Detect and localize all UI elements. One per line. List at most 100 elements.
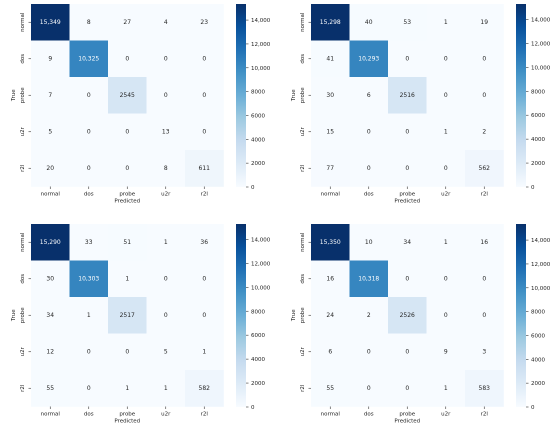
heatmap-cell-r0-c0 xyxy=(311,224,350,261)
y-tick-label-normal: normal xyxy=(20,232,26,252)
heatmap-cell-r3-c3 xyxy=(426,113,466,151)
y-tick-label-dos: dos xyxy=(20,54,26,64)
heatmap-cell-r1-c0 xyxy=(311,260,350,298)
heatmap-cell-r2-c2 xyxy=(108,77,147,114)
cell-label-r4-c2: 0 xyxy=(405,165,409,172)
heatmap-cell-r0-c3 xyxy=(426,224,466,261)
heatmap-cell-r2-c4 xyxy=(185,77,224,114)
cell-label-r4-c3: 0 xyxy=(444,165,448,172)
cell-label-r0-c2: 34 xyxy=(403,239,411,246)
heatmap-cell-r1-c0 xyxy=(31,260,70,298)
cell-label-r0-c0: 15,298 xyxy=(320,19,341,26)
y-axis-title: True xyxy=(11,309,17,322)
cell-label-r4-c2: 0 xyxy=(405,385,409,392)
heatmap-cell-r2-c0 xyxy=(31,297,70,334)
colorbar-tick-label: 4000 xyxy=(531,357,545,363)
heatmap-cell-r3-c1 xyxy=(349,113,389,151)
cell-label-r3-c2: 0 xyxy=(405,128,409,135)
cell-label-r4-c0: 77 xyxy=(326,165,334,172)
heatmap-cell-r4-c4 xyxy=(185,150,224,187)
heatmap-cell-r1-c4 xyxy=(465,40,504,78)
heatmap-cell-r2-c1 xyxy=(69,297,109,334)
cell-label-r3-c0: 6 xyxy=(328,348,332,355)
heatmap-cell-r0-c3 xyxy=(146,4,186,41)
cell-label-r4-c3: 1 xyxy=(444,385,448,392)
colorbar-tick-label: 10,000 xyxy=(251,285,271,291)
colorbar-tick-label: 14,000 xyxy=(251,18,271,24)
heatmap-cell-r3-c0 xyxy=(311,113,350,151)
heatmap-cell-r4-c3 xyxy=(146,370,186,407)
heatmap-cell-r0-c2 xyxy=(388,224,427,261)
x-tick-label-probe: probe xyxy=(119,192,135,198)
cell-label-r3-c2: 0 xyxy=(405,348,409,355)
heatmap-cell-r4-c3 xyxy=(146,150,186,187)
cell-label-r0-c1: 8 xyxy=(87,19,91,26)
heatmap-cell-r2-c1 xyxy=(349,297,389,334)
heatmap-cell-r4-c0 xyxy=(311,370,350,407)
y-tick-label-r2l: r2l xyxy=(300,384,306,392)
cell-label-r0-c0: 15,290 xyxy=(40,239,61,246)
cell-label-r0-c1: 40 xyxy=(365,19,373,26)
heatmap-cell-r4-c1 xyxy=(349,150,389,187)
y-tick-label-dos: dos xyxy=(300,274,306,284)
y-tick-label-u2r: u2r xyxy=(300,126,306,136)
y-tick-label-dos: dos xyxy=(300,54,306,64)
cell-label-r1-c1: 10,293 xyxy=(358,55,379,62)
cell-label-r2-c0: 30 xyxy=(326,92,334,99)
x-tick-label-probe: probe xyxy=(119,412,135,418)
cell-label-r2-c3: 0 xyxy=(444,92,448,99)
heatmap-cell-r2-c3 xyxy=(426,297,466,334)
x-axis-title: Predicted xyxy=(114,199,140,205)
cell-label-r3-c2: 0 xyxy=(125,128,129,135)
cell-label-r3-c0: 5 xyxy=(48,128,52,135)
x-tick-label-dos: dos xyxy=(364,192,374,198)
heatmap-cell-r1-c1 xyxy=(69,40,109,78)
y-tick-label-normal: normal xyxy=(300,232,306,252)
cell-label-r3-c1: 0 xyxy=(87,128,91,135)
cell-label-r0-c1: 33 xyxy=(85,239,93,246)
heatmap-cell-r1-c3 xyxy=(426,260,466,298)
cell-label-r3-c0: 12 xyxy=(46,348,54,355)
cell-label-r1-c0: 41 xyxy=(326,55,334,62)
heatmap-cell-r0-c3 xyxy=(146,224,186,261)
cell-label-r0-c4: 23 xyxy=(200,19,208,26)
heatmap-cell-r0-c2 xyxy=(108,4,147,41)
heatmap-cell-r4-c1 xyxy=(69,150,109,187)
heatmap-cell-r1-c3 xyxy=(426,40,466,78)
heatmap-cell-r3-c2 xyxy=(388,113,427,151)
cell-label-r3-c3: 1 xyxy=(444,128,448,135)
colorbar-tick-label: 8000 xyxy=(251,309,265,315)
y-tick-label-u2r: u2r xyxy=(300,346,306,356)
cell-label-r2-c4: 0 xyxy=(202,92,206,99)
x-tick-label-normal: normal xyxy=(41,192,61,198)
colorbar-tick-label: 12,000 xyxy=(251,261,271,267)
cell-label-r0-c2: 27 xyxy=(123,19,131,26)
heatmap-cell-r0-c1 xyxy=(349,4,389,41)
colorbar-tick-label: 6000 xyxy=(251,113,265,119)
x-axis-title: Predicted xyxy=(394,199,420,205)
cell-label-r3-c0: 15 xyxy=(326,128,334,135)
colorbar-tick-label: 4000 xyxy=(251,137,265,143)
x-tick-label-r2l: r2l xyxy=(201,192,209,198)
cell-label-r0-c0: 15,349 xyxy=(40,19,61,26)
cell-label-r2-c4: 0 xyxy=(482,312,486,319)
heatmap-cell-r4-c3 xyxy=(426,370,466,407)
cell-label-r3-c4: 1 xyxy=(202,348,206,355)
cell-label-r0-c2: 53 xyxy=(403,19,411,26)
y-tick-label-probe: probe xyxy=(300,87,306,103)
cell-label-r4-c4: 611 xyxy=(199,165,211,172)
heatmap-cell-r4-c0 xyxy=(311,150,350,187)
heatmap-cell-r4-c2 xyxy=(108,370,147,407)
heatmap-cell-r2-c1 xyxy=(69,77,109,114)
heatmap-cell-r1-c0 xyxy=(31,40,70,78)
colorbar xyxy=(516,224,526,407)
heatmap-cell-r2-c0 xyxy=(311,297,350,334)
heatmap-cell-r1-c4 xyxy=(185,260,224,298)
colorbar-tick-label: 14,000 xyxy=(531,18,550,24)
cell-label-r2-c4: 0 xyxy=(482,92,486,99)
y-tick-label-r2l: r2l xyxy=(20,164,26,172)
cell-label-r2-c2: 2526 xyxy=(400,312,415,319)
y-tick-label-normal: normal xyxy=(300,12,306,32)
cell-label-r0-c3: 1 xyxy=(444,19,448,26)
